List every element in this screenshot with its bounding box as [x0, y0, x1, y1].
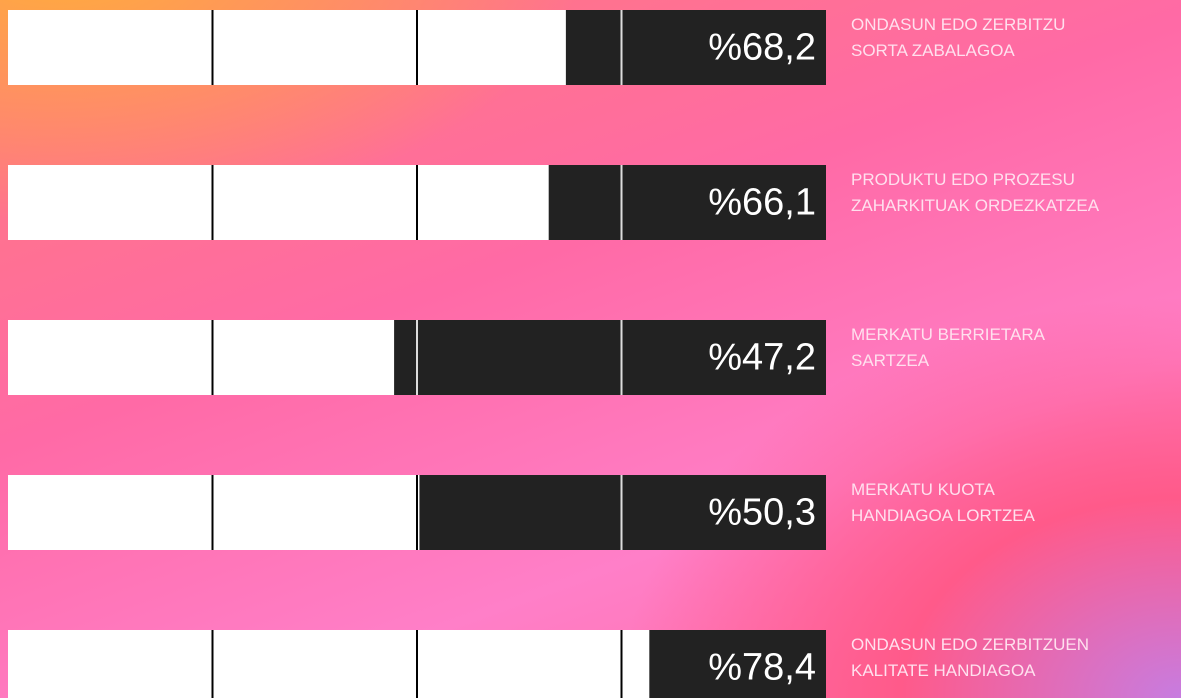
value-label: %47,2: [708, 337, 816, 379]
category-label: MERKATU BERRIETARA SARTZEA: [851, 322, 1045, 374]
bar: [8, 10, 566, 85]
value-label: %68,2: [708, 27, 816, 69]
bar: [8, 475, 419, 550]
value-label: %50,3: [708, 492, 816, 534]
bar: [8, 630, 649, 698]
value-label: %66,1: [708, 182, 816, 224]
bar: [8, 165, 549, 240]
category-label: PRODUKTU EDO PROZESU ZAHARKITUAK ORDEZKA…: [851, 167, 1099, 219]
value-label: %78,4: [708, 647, 816, 689]
category-label: ONDASUN EDO ZERBITZU SORTA ZABALAGOA: [851, 12, 1065, 64]
category-label: MERKATU KUOTA HANDIAGOA LORTZEA: [851, 477, 1035, 529]
page: %68,2%66,1%47,2%50,3%78,4 (() => { const…: [0, 0, 1181, 698]
bar: [8, 320, 394, 395]
category-label: ONDASUN EDO ZERBITZUEN KALITATE HANDIAGO…: [851, 632, 1089, 684]
